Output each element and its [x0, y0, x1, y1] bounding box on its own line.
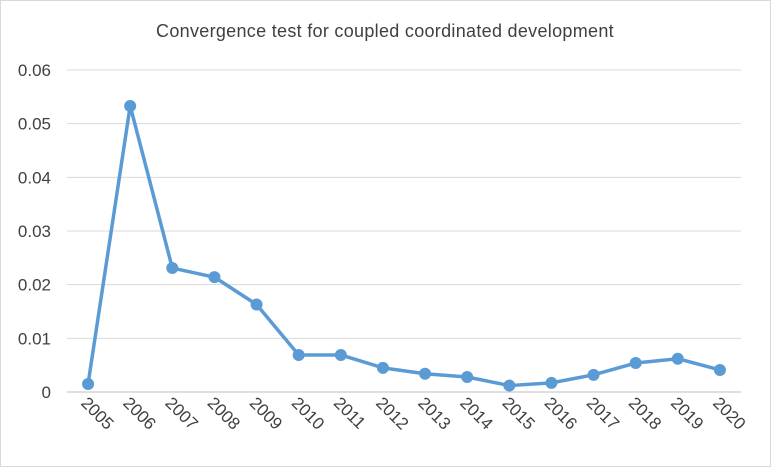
data-point	[587, 368, 600, 381]
x-tick-label: 2010	[288, 393, 328, 433]
data-point	[629, 357, 642, 370]
data-point	[124, 99, 137, 112]
x-tick-label: 2009	[246, 393, 286, 433]
x-tick-label: 2014	[456, 393, 496, 433]
y-tick-label: 0.03	[18, 222, 51, 241]
x-tick-label: 2017	[583, 393, 623, 433]
y-axis-ticks: 0 0.01 0.02 0.03 0.04 0.05 0.06	[18, 61, 51, 402]
series-line	[86, 104, 722, 388]
x-axis-ticks: 2005 2006 2007 2008 2009 2010 2011 2012 2013 2014…	[77, 393, 749, 433]
y-tick-label: 0.06	[18, 61, 51, 80]
data-point	[82, 377, 95, 390]
x-tick-label: 2015	[498, 393, 538, 433]
y-tick-label: 0.02	[18, 276, 51, 295]
data-point	[166, 262, 179, 275]
data-point	[376, 361, 389, 374]
x-tick-label: 2019	[667, 393, 707, 433]
x-tick-label: 2016	[541, 393, 581, 433]
data-point	[461, 370, 474, 383]
x-tick-label: 2018	[625, 393, 665, 433]
x-tick-label: 2008	[204, 393, 244, 433]
data-point	[208, 271, 221, 284]
y-tick-label: 0.04	[18, 168, 51, 187]
data-point	[545, 376, 558, 389]
x-tick-label: 2013	[414, 393, 454, 433]
data-point	[250, 298, 263, 311]
series	[82, 99, 726, 392]
data-point	[713, 363, 726, 376]
chart-title: Convergence test for coupled coordinated…	[156, 21, 614, 41]
x-tick-label: 2007	[161, 393, 201, 433]
x-tick-label: 2006	[119, 393, 159, 433]
x-tick-label: 2005	[77, 393, 117, 433]
x-tick-label: 2020	[709, 393, 749, 433]
y-tick-label: 0.01	[18, 329, 51, 348]
x-tick-label: 2011	[330, 393, 369, 432]
x-tick-label: 2012	[372, 393, 412, 433]
data-point	[671, 352, 684, 365]
data-point	[292, 348, 305, 361]
data-point	[334, 348, 347, 361]
data-point	[503, 379, 516, 392]
y-tick-label: 0	[42, 383, 51, 402]
y-tick-label: 0.05	[18, 115, 51, 134]
data-point	[419, 367, 432, 380]
gridlines	[67, 69, 741, 393]
